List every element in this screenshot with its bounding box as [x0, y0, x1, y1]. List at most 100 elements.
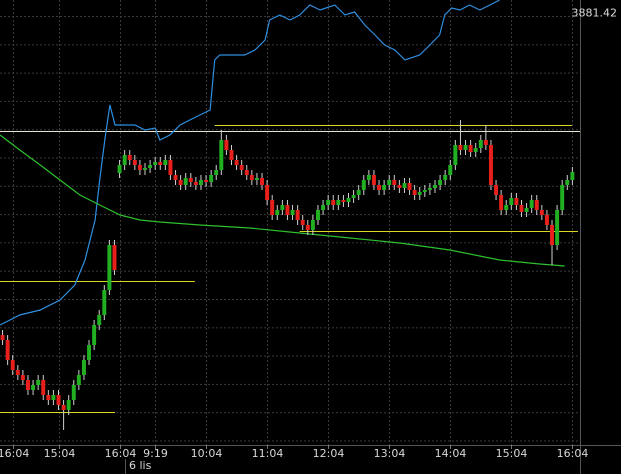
candle-body	[443, 175, 448, 180]
candle-body	[382, 185, 387, 190]
plot-area	[0, 0, 580, 445]
candle-body	[117, 165, 122, 173]
x-tick-label: 16:04	[557, 447, 589, 460]
candle-body	[143, 168, 147, 170]
candle-body	[275, 210, 280, 215]
candle-body	[438, 180, 443, 185]
candle-body	[36, 380, 41, 385]
candle-body	[178, 180, 183, 185]
candle-body	[183, 178, 188, 185]
x-tick-label: 12:04	[313, 447, 345, 460]
candle-body	[524, 208, 529, 212]
candle-body	[20, 375, 25, 380]
candle-body	[422, 190, 427, 192]
candle-body	[234, 160, 239, 165]
candle-body	[371, 175, 376, 185]
candle-body	[295, 210, 300, 220]
candle-body	[448, 165, 453, 175]
date-label: 6 lis	[129, 459, 152, 472]
candle-body	[66, 400, 71, 410]
candle-body	[341, 200, 346, 202]
candle-body	[417, 192, 422, 195]
candle-body	[504, 205, 509, 210]
candle-body	[31, 385, 36, 390]
candle-body	[153, 162, 158, 165]
x-tick-label: 11:04	[252, 447, 284, 460]
candle-body	[300, 220, 305, 225]
candle-body	[453, 145, 458, 165]
candle-body	[555, 210, 560, 245]
candle-body	[321, 205, 326, 210]
x-tick-label: 13:04	[374, 447, 406, 460]
candle-body	[173, 175, 178, 180]
candle-body	[97, 315, 102, 325]
candle-body	[188, 178, 193, 182]
candle-body	[514, 198, 519, 205]
candle-body	[387, 180, 392, 185]
candle-body	[41, 380, 46, 395]
candle-body	[87, 345, 92, 360]
candle-body	[168, 160, 173, 175]
candle-body	[270, 200, 275, 215]
candle-body	[346, 198, 351, 202]
x-tick-label: 10:04	[191, 447, 223, 460]
candle-body	[356, 190, 361, 195]
x-tick-label: 14:04	[435, 447, 467, 460]
candle-body	[351, 195, 356, 198]
candle-body	[219, 140, 224, 170]
candle-body	[214, 170, 219, 175]
candle-body	[132, 160, 137, 165]
candle-body	[249, 175, 254, 180]
candle-body	[463, 145, 468, 150]
candle-body	[158, 162, 163, 165]
candle-body	[244, 170, 249, 175]
candle-body	[25, 380, 30, 390]
candle-body	[224, 140, 229, 150]
candle-body	[280, 205, 285, 210]
candle-body	[92, 325, 97, 345]
candle-body	[534, 200, 539, 210]
x-tick-label: 16:04	[0, 447, 29, 460]
candle-body	[458, 145, 463, 150]
candle-body	[407, 183, 412, 190]
candle-body	[305, 225, 310, 230]
candle-body	[102, 290, 107, 315]
candle-body	[402, 183, 407, 188]
candle-body	[163, 160, 168, 165]
candle-body	[204, 180, 209, 182]
x-tick-label: 9:19	[143, 447, 168, 460]
candle-body	[15, 370, 20, 375]
candle-body	[377, 185, 382, 190]
candle-body	[427, 188, 432, 190]
horizontal-grid	[0, 0, 580, 445]
candle-body	[71, 385, 76, 400]
candle-body	[478, 140, 483, 148]
candle-body	[361, 180, 366, 190]
candle-body	[265, 185, 270, 200]
candle-body	[539, 210, 544, 215]
candle-body	[285, 205, 290, 215]
candle-body	[468, 145, 473, 152]
x-tick-label: 15:04	[496, 447, 528, 460]
candle-body	[366, 175, 371, 180]
candle-body	[509, 198, 514, 205]
candle-body	[198, 180, 203, 185]
candle-body	[112, 245, 117, 270]
candle-body	[260, 178, 265, 185]
candle-body	[148, 165, 153, 168]
candle-body	[0, 335, 5, 340]
candle-body	[560, 185, 565, 210]
candle-body	[127, 155, 132, 160]
candle-body	[315, 210, 320, 220]
candle-body	[433, 185, 437, 188]
candle-body	[209, 175, 214, 182]
candle-body	[122, 155, 127, 165]
candle-body	[392, 180, 397, 185]
overlay-line	[0, 134, 565, 267]
candle-body	[81, 360, 86, 375]
candle-body	[550, 225, 555, 245]
axes: 16:04 15:04 16:04 9:19 10:04 11:04 12:04 13:04 1…	[0, 7, 617, 460]
candle-body	[529, 200, 534, 208]
